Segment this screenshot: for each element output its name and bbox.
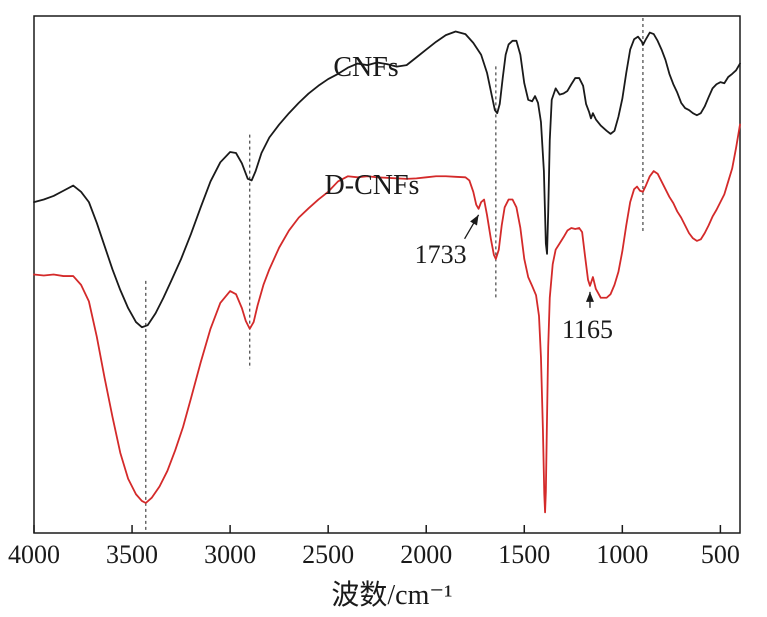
x-axis-ticks: 4000 3500 3000 2500 2000 1500 1000 500 bbox=[8, 525, 740, 569]
x-tick-label-4000: 4000 bbox=[8, 540, 60, 569]
annotation-arrowhead-1165 bbox=[585, 291, 594, 302]
x-tick-label-1000: 1000 bbox=[596, 540, 648, 569]
x-tick-label-1500: 1500 bbox=[498, 540, 550, 569]
reference-lines bbox=[145, 18, 644, 531]
x-tick-label-500: 500 bbox=[701, 540, 740, 569]
annotation-label-1165: 1165 bbox=[562, 315, 613, 344]
series-line-d-cnfs bbox=[33, 123, 741, 514]
x-tick-label-3500: 3500 bbox=[106, 540, 158, 569]
series-label-d-cnfs: D-CNFs bbox=[325, 170, 420, 201]
annotations: 1733 1165 bbox=[415, 214, 613, 344]
series-line-cnfs bbox=[33, 30, 741, 329]
x-tick-label-3000: 3000 bbox=[204, 540, 256, 569]
x-axis-label: 波数/cm⁻¹ bbox=[331, 579, 452, 611]
annotation-arrowhead-1733 bbox=[470, 214, 479, 226]
x-tick-label-2500: 2500 bbox=[302, 540, 354, 569]
plot-area-frame bbox=[33, 15, 741, 534]
annotation-label-1733: 1733 bbox=[415, 240, 467, 269]
series-layer bbox=[33, 30, 741, 514]
series-label-cnfs: CNFs bbox=[333, 52, 398, 83]
x-tick-label-2000: 2000 bbox=[400, 540, 452, 569]
